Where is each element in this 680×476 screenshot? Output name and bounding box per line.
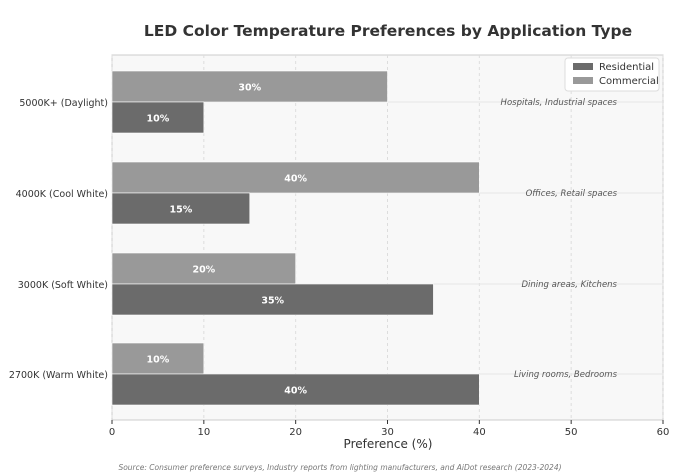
- x-tick-label: 60: [657, 427, 670, 438]
- annotation: Living rooms, Bedrooms: [514, 370, 618, 380]
- x-axis-label: Preference (%): [344, 437, 433, 451]
- bar-residential: [111, 101, 205, 134]
- bar-commercial: [111, 161, 480, 194]
- x-tick-label: 20: [289, 427, 302, 438]
- y-tick-label: 4000K (Cool White): [16, 189, 108, 200]
- legend-label-residential: Residential: [599, 62, 654, 73]
- legend-swatch-residential: [573, 63, 593, 70]
- bar-value-label: 10%: [147, 114, 170, 125]
- y-tick-label: 5000K+ (Daylight): [19, 98, 108, 109]
- bar-value-label: 35%: [261, 296, 284, 307]
- x-tick-label: 0: [109, 427, 115, 438]
- annotation: Hospitals, Industrial spaces: [501, 98, 618, 108]
- legend-swatch-commercial: [573, 77, 593, 84]
- legend: Residential Commercial: [564, 57, 660, 92]
- legend-label-commercial: Commercial: [599, 76, 659, 87]
- bar-value-label: 40%: [284, 174, 307, 185]
- bar-commercial: [111, 342, 205, 375]
- bar-value-label: 40%: [284, 386, 307, 397]
- chart-title: LED Color Temperature Preferences by App…: [144, 22, 632, 40]
- bar-value-label: 10%: [147, 355, 170, 366]
- annotation: Dining areas, Kitchens: [522, 280, 618, 290]
- y-tick-label: 2700K (Warm White): [9, 370, 108, 381]
- annotation: Offices, Retail spaces: [526, 189, 618, 199]
- source-note: Source: Consumer preference surveys, Ind…: [118, 463, 561, 472]
- bar-value-label: 15%: [170, 205, 193, 216]
- x-tick-label: 40: [473, 427, 486, 438]
- x-tick-label: 30: [381, 427, 394, 438]
- bar-residential: [111, 373, 480, 406]
- bar-value-label: 30%: [238, 83, 261, 94]
- bar-residential: [111, 283, 434, 316]
- x-tick-label: 50: [565, 427, 578, 438]
- bar-residential: [111, 192, 251, 225]
- bar-commercial: [111, 70, 388, 103]
- y-tick-label: 3000K (Soft White): [18, 280, 108, 291]
- bar-value-label: 20%: [192, 265, 215, 276]
- bar-commercial: [111, 252, 296, 285]
- x-tick-label: 10: [197, 427, 210, 438]
